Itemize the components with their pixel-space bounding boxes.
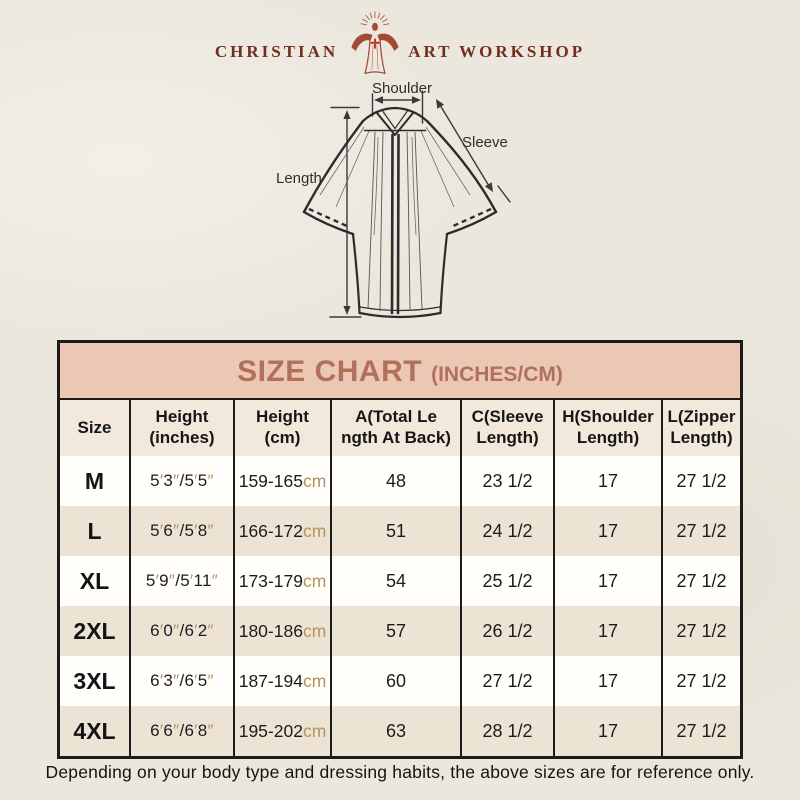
- shoulder-arrowhead-right: [412, 96, 421, 104]
- jesus-logo-icon: [351, 11, 399, 75]
- size-cell: 3XL: [60, 656, 130, 706]
- size-chart-title: SIZE CHART: [237, 355, 423, 388]
- sleeve-length-cell: 26 1/2: [460, 606, 554, 656]
- sleeve-length-cell: 28 1/2: [460, 706, 554, 756]
- length-dimension-label: Length: [276, 170, 322, 187]
- brand-name-left: CHRISTIAN: [214, 42, 339, 61]
- height-cm-cell: 195-202cm: [233, 706, 331, 756]
- size-cell: L: [60, 506, 130, 556]
- total-length-cell: 48: [330, 456, 461, 506]
- length-arrowhead-bottom: [343, 306, 351, 315]
- total-length-cell: 63: [330, 706, 461, 756]
- shoulder-length-cell: 17: [553, 656, 662, 706]
- robe-diagram: [302, 90, 511, 319]
- table-row: 3XL 6′3″/6′5″ 187-194cm 60 27 1/2 17 27 …: [60, 656, 740, 706]
- total-length-cell: 57: [330, 606, 461, 656]
- sleeve-length-cell: 27 1/2: [460, 656, 554, 706]
- height-cm-cell: 166-172cm: [233, 506, 331, 556]
- table-row: 4XL 6′6″/6′8″ 195-202cm 63 28 1/2 17 27 …: [60, 706, 740, 756]
- right-cuff-stitching: [450, 207, 492, 229]
- height-inches-cell: 5′3″/5′5″: [129, 456, 234, 506]
- height-cm-cell: 187-194cm: [233, 656, 331, 706]
- length-arrowhead-top: [343, 110, 351, 119]
- column-header-total-length: A(Total Le ngth At Back): [330, 400, 461, 456]
- brand-name-right: ART WORKSHOP: [408, 42, 586, 61]
- height-cm-cell: 180-186cm: [233, 606, 331, 656]
- column-header-size: Size: [60, 400, 130, 456]
- total-length-cell: 54: [330, 556, 461, 606]
- shoulder-arrowhead-left: [374, 96, 383, 104]
- sleeve-dimension-label: Sleeve: [462, 134, 508, 151]
- shoulder-length-cell: 17: [553, 556, 662, 606]
- height-cm-cell: 173-179cm: [233, 556, 331, 606]
- column-header-zipper-length: L(Zipper Length): [661, 400, 740, 456]
- sleeve-arrowhead-bottom: [484, 182, 493, 192]
- table-row: XL 5′9″/5′11″ 173-179cm 54 25 1/2 17 27 …: [60, 556, 740, 606]
- sleeve-length-cell: 24 1/2: [460, 506, 554, 556]
- zipper-length-cell: 27 1/2: [661, 656, 740, 706]
- total-length-cell: 60: [330, 656, 461, 706]
- height-inches-cell: 6′0″/6′2″: [129, 606, 234, 656]
- size-cell: XL: [60, 556, 130, 606]
- size-chart-unit-note: (INCHES/CM): [431, 363, 563, 386]
- zipper-length-cell: 27 1/2: [661, 506, 740, 556]
- shoulder-length-cell: 17: [553, 506, 662, 556]
- reference-disclaimer: Depending on your body type and dressing…: [45, 762, 755, 782]
- zipper-length-cell: 27 1/2: [661, 706, 740, 756]
- column-header-height-inches: Height (inches): [129, 400, 234, 456]
- table-row: M 5′3″/5′5″ 159-165cm 48 23 1/2 17 27 1/…: [60, 456, 740, 506]
- table-row: 2XL 6′0″/6′2″ 180-186cm 57 26 1/2 17 27 …: [60, 606, 740, 656]
- size-table: Size Height (inches) Height (cm) A(Total…: [60, 400, 740, 756]
- shoulder-dimension-label: Shoulder: [371, 80, 433, 97]
- height-inches-cell: 5′9″/5′11″: [129, 556, 234, 606]
- height-inches-cell: 5′6″/5′8″: [129, 506, 234, 556]
- zipper-length-cell: 27 1/2: [661, 606, 740, 656]
- shoulder-length-cell: 17: [553, 606, 662, 656]
- column-header-sleeve-length: C(Sleeve Length): [460, 400, 554, 456]
- size-cell: 4XL: [60, 706, 130, 756]
- size-chart-title-band: SIZE CHART (INCHES/CM): [60, 343, 740, 400]
- size-cell: 2XL: [60, 606, 130, 656]
- size-chart-panel: SIZE CHART (INCHES/CM) Size Height (inch…: [57, 340, 743, 759]
- table-row: L 5′6″/5′8″ 166-172cm 51 24 1/2 17 27 1/…: [60, 506, 740, 556]
- left-cuff-stitching: [308, 207, 350, 229]
- sleeve-length-cell: 25 1/2: [460, 556, 554, 606]
- zipper-length-cell: 27 1/2: [661, 556, 740, 606]
- sleeve-length-cell: 23 1/2: [460, 456, 554, 506]
- shoulder-length-cell: 17: [553, 456, 662, 506]
- height-inches-cell: 6′6″/6′8″: [129, 706, 234, 756]
- height-cm-cell: 159-165cm: [233, 456, 331, 506]
- table-header-row: Size Height (inches) Height (cm) A(Total…: [60, 400, 740, 456]
- brand-header: CHRISTIAN ART WORKSHOP: [0, 8, 800, 78]
- column-header-shoulder-length: H(Shoulder Length): [553, 400, 662, 456]
- height-inches-cell: 6′3″/6′5″: [129, 656, 234, 706]
- zipper-length-cell: 27 1/2: [661, 456, 740, 506]
- size-cell: M: [60, 456, 130, 506]
- total-length-cell: 51: [330, 506, 461, 556]
- shoulder-length-cell: 17: [553, 706, 662, 756]
- sleeve-arrowhead-top: [436, 99, 445, 109]
- column-header-height-cm: Height (cm): [233, 400, 331, 456]
